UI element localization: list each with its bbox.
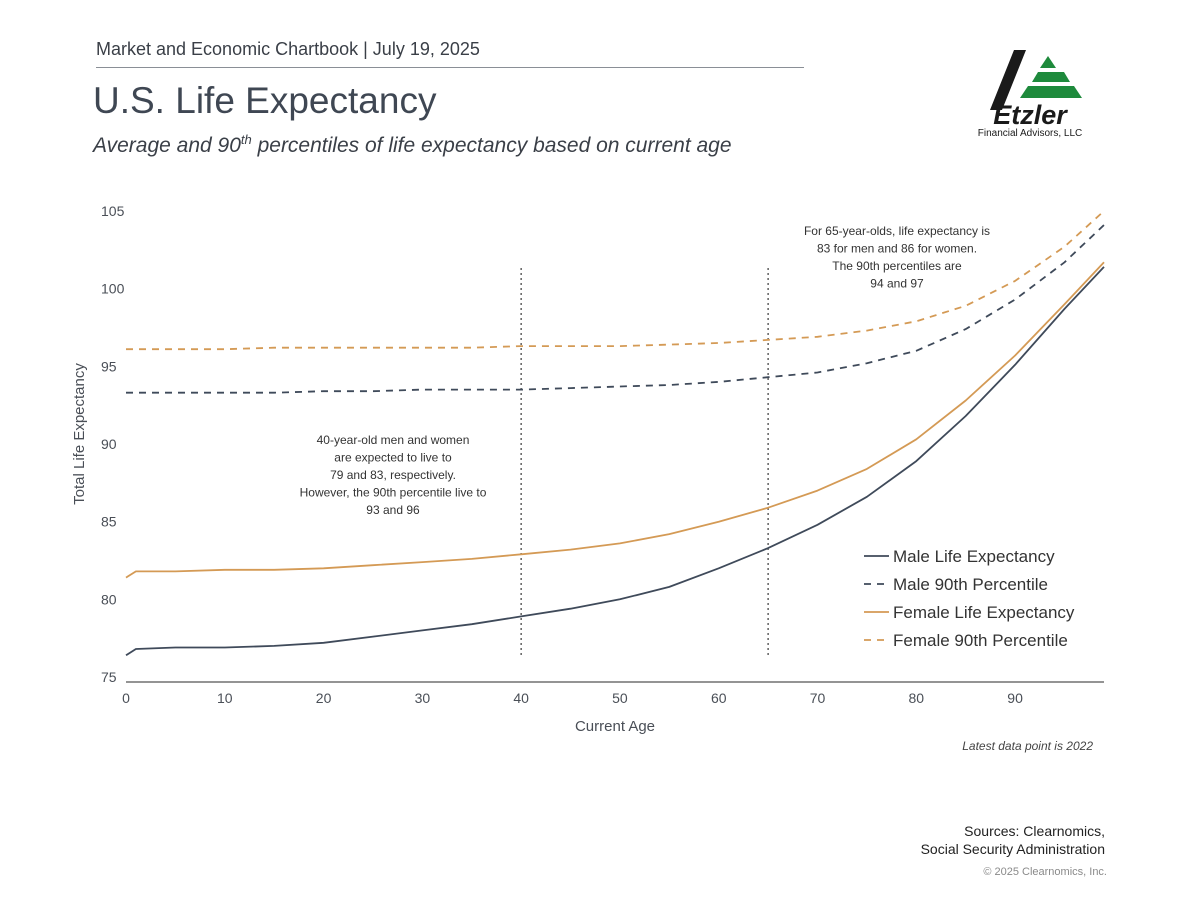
x-tick-label: 20 (316, 690, 332, 706)
annotation-1-line: 93 and 96 (366, 503, 420, 517)
legend-label: Female Life Expectancy (893, 603, 1075, 622)
logo-name: Etzler (993, 100, 1068, 130)
series-line-female-life-expectancy (125, 261, 1105, 579)
y-tick-label: 85 (101, 514, 117, 530)
x-tick-label: 80 (909, 690, 925, 706)
legend-label: Male 90th Percentile (893, 575, 1048, 594)
y-tick-label: 100 (101, 281, 125, 297)
page-subtitle: Average and 90th percentiles of life exp… (93, 132, 732, 158)
x-axis-label: Current Age (575, 718, 655, 735)
legend-label: Female 90th Percentile (893, 631, 1068, 650)
subtitle-pre: Average and 90 (93, 134, 241, 157)
logo-tri-mid (1032, 72, 1070, 82)
legend-label: Male Life Expectancy (893, 547, 1055, 566)
x-tick-label: 10 (217, 690, 233, 706)
annotation-1-line: However, the 90th percentile live to (300, 486, 487, 500)
series-line-male-life-expectancy (125, 266, 1105, 657)
annotation-1-line: 40-year-old men and women (317, 433, 470, 447)
annotation-2-line: The 90th percentiles are (832, 259, 962, 273)
annotation-2-line: For 65-year-olds, life expectancy is (804, 224, 990, 238)
annotation-2-line: 94 and 97 (870, 277, 924, 291)
latest-data-note: Latest data point is 2022 (962, 739, 1093, 753)
logo-tagline: Financial Advisors, LLC (978, 128, 1083, 139)
logo-tri-top (1040, 56, 1056, 68)
series-line-male-90th-percentile (126, 224, 1105, 394)
annotation-1-line: 79 and 83, respectively. (330, 468, 456, 482)
y-tick-label: 80 (101, 591, 117, 607)
subtitle-post: percentiles of life expectancy based on … (251, 134, 732, 157)
y-axis-label: Total Life Expectancy (71, 363, 88, 505)
sources-line-1: Sources: Clearnomics, (964, 823, 1105, 839)
x-tick-label: 30 (415, 690, 431, 706)
x-tick-label: 40 (513, 690, 529, 706)
page-title: U.S. Life Expectancy (93, 80, 437, 121)
annotation-1-line: are expected to live to (334, 451, 452, 465)
sources-line-2: Social Security Administration (920, 841, 1105, 857)
annotation-2-line: 83 for men and 86 for women. (817, 242, 977, 256)
header-divider (96, 67, 804, 68)
chartbook-header: Market and Economic Chartbook | July 19,… (96, 39, 480, 59)
x-tick-label: 90 (1007, 690, 1023, 706)
series-line-female-90th-percentile (126, 210, 1105, 351)
sources: Sources: Clearnomics, Social Security Ad… (921, 822, 1105, 858)
etzler-logo: Etzler Financial Advisors, LLC (978, 50, 1083, 139)
logo-slash (990, 50, 1026, 110)
x-tick-label: 50 (612, 690, 628, 706)
y-tick-label: 95 (101, 358, 117, 374)
logo-tri-bot (1020, 86, 1082, 98)
y-tick-label: 105 (101, 203, 125, 219)
subtitle-sup: th (240, 132, 252, 147)
copyright: © 2025 Clearnomics, Inc. (983, 866, 1107, 878)
y-tick-label: 75 (101, 669, 117, 685)
x-tick-label: 0 (122, 690, 130, 706)
x-tick-label: 60 (711, 690, 727, 706)
y-tick-label: 90 (101, 436, 117, 452)
x-tick-label: 70 (810, 690, 826, 706)
